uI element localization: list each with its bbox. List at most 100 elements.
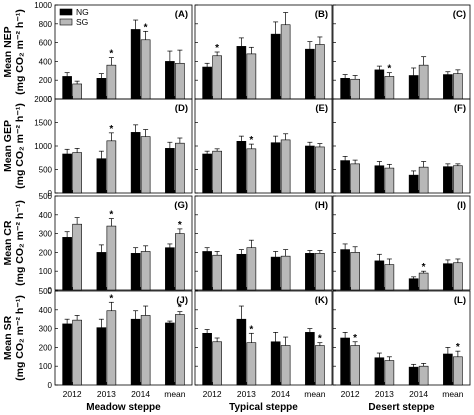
bar-sg xyxy=(106,64,117,100)
bar-ng xyxy=(202,66,212,100)
bar-ng xyxy=(62,153,72,194)
bar-ng xyxy=(443,166,453,194)
panel-label: (H) xyxy=(315,200,328,211)
significance-star: * xyxy=(178,303,182,314)
bar-sg xyxy=(246,53,257,100)
bar-sg xyxy=(175,62,185,100)
bar-sg xyxy=(246,148,257,194)
bar-ng xyxy=(340,78,350,100)
bar-ng xyxy=(305,253,315,291)
y-axis-unit: (mg CO₂ m⁻² h⁻¹) xyxy=(14,200,26,286)
y-tick-label: 0 xyxy=(48,286,53,295)
bar-ng xyxy=(130,318,141,386)
panel-i: * (I) xyxy=(332,195,471,291)
panel-g: 0 100 200 300 400 500 * * (G) xyxy=(39,192,193,295)
bar-sg xyxy=(350,252,360,291)
bar-ng xyxy=(165,322,175,386)
significance-star: * xyxy=(387,64,391,75)
significance-star: * xyxy=(318,334,322,345)
bar-ng xyxy=(270,341,281,386)
x-tick-label: mean xyxy=(164,389,186,399)
bar-sg xyxy=(384,167,395,194)
significance-star: * xyxy=(109,49,113,60)
panel-frame xyxy=(54,195,193,291)
bar-ng xyxy=(202,153,212,194)
y-axis-unit: (mg CO₂ m⁻² h⁻¹) xyxy=(14,103,26,189)
bar-sg xyxy=(246,247,257,291)
y-tick-label: 0 xyxy=(48,381,53,390)
bar-ng xyxy=(374,357,385,386)
panel-b: * (B) xyxy=(194,4,333,100)
y-axis-unit: (mg CO₂ m⁻² h⁻¹) xyxy=(14,9,26,95)
bar-sg xyxy=(106,225,117,291)
bar-sg xyxy=(453,165,463,194)
panel-label: (D) xyxy=(175,103,188,114)
panel-c: * (C) xyxy=(332,4,471,100)
bar-sg xyxy=(418,64,429,100)
bar-ng xyxy=(62,323,72,386)
significance-star: * xyxy=(353,333,357,344)
significance-star: * xyxy=(249,135,253,146)
significance-star: * xyxy=(109,210,113,221)
panel-label: (C) xyxy=(453,9,466,20)
significance-star: * xyxy=(215,43,219,54)
panel-label: (G) xyxy=(174,200,188,211)
y-axis-title: Mean CR xyxy=(2,220,14,265)
x-tick-label: 2013 xyxy=(237,389,256,399)
bar-ng xyxy=(305,145,315,194)
significance-star: * xyxy=(249,324,253,335)
bar-sg xyxy=(453,262,463,291)
bar-sg xyxy=(175,314,185,386)
y-tick-label: 200 xyxy=(39,343,53,352)
bar-sg xyxy=(384,264,395,291)
bar-ng xyxy=(165,61,175,100)
y-tick-label: 400 xyxy=(39,211,53,220)
bar-ng xyxy=(96,158,107,194)
bar-ng xyxy=(374,165,385,194)
panel-label: (E) xyxy=(315,103,328,114)
bar-sg xyxy=(315,44,325,100)
x-tick-label: 2014 xyxy=(409,389,428,399)
panel-k: * * (K) xyxy=(194,290,333,386)
panel-label: (I) xyxy=(457,200,466,211)
bar-ng xyxy=(305,48,315,100)
bar-sg xyxy=(106,140,117,194)
y-tick-label: 1000 xyxy=(34,1,52,10)
panel-label: (B) xyxy=(315,9,328,20)
bar-sg xyxy=(418,272,429,291)
x-tick-label: 2014 xyxy=(271,389,290,399)
bar-ng xyxy=(165,148,175,194)
bar-sg xyxy=(350,78,360,100)
bar-sg xyxy=(418,166,429,194)
bar-sg xyxy=(315,345,325,386)
panel-frame xyxy=(194,290,333,386)
bar-sg xyxy=(212,150,222,194)
bar-ng xyxy=(62,76,72,100)
bar-ng xyxy=(408,174,419,194)
y-tick-label: 200 xyxy=(39,76,53,85)
bar-ng xyxy=(96,327,107,386)
bar-sg xyxy=(246,342,257,386)
bar-sg xyxy=(140,251,151,291)
x-tick-label: 2013 xyxy=(97,389,116,399)
bar-ng xyxy=(374,69,385,100)
bar-ng xyxy=(270,33,281,100)
bar-ng xyxy=(340,249,350,291)
bar-ng xyxy=(202,332,212,386)
bar-sg xyxy=(212,341,222,386)
panel-frame xyxy=(54,290,193,386)
bar-ng xyxy=(443,263,453,291)
bar-sg xyxy=(350,345,360,386)
significance-star: * xyxy=(422,262,426,273)
bar-ng xyxy=(270,256,281,291)
y-tick-label: 0 xyxy=(48,189,53,198)
bar-ng xyxy=(165,247,175,291)
y-tick-label: 300 xyxy=(39,230,53,239)
bar-ng xyxy=(443,353,453,386)
bar-sg xyxy=(140,315,151,386)
y-tick-label: 100 xyxy=(39,267,53,276)
bar-ng xyxy=(96,78,107,100)
